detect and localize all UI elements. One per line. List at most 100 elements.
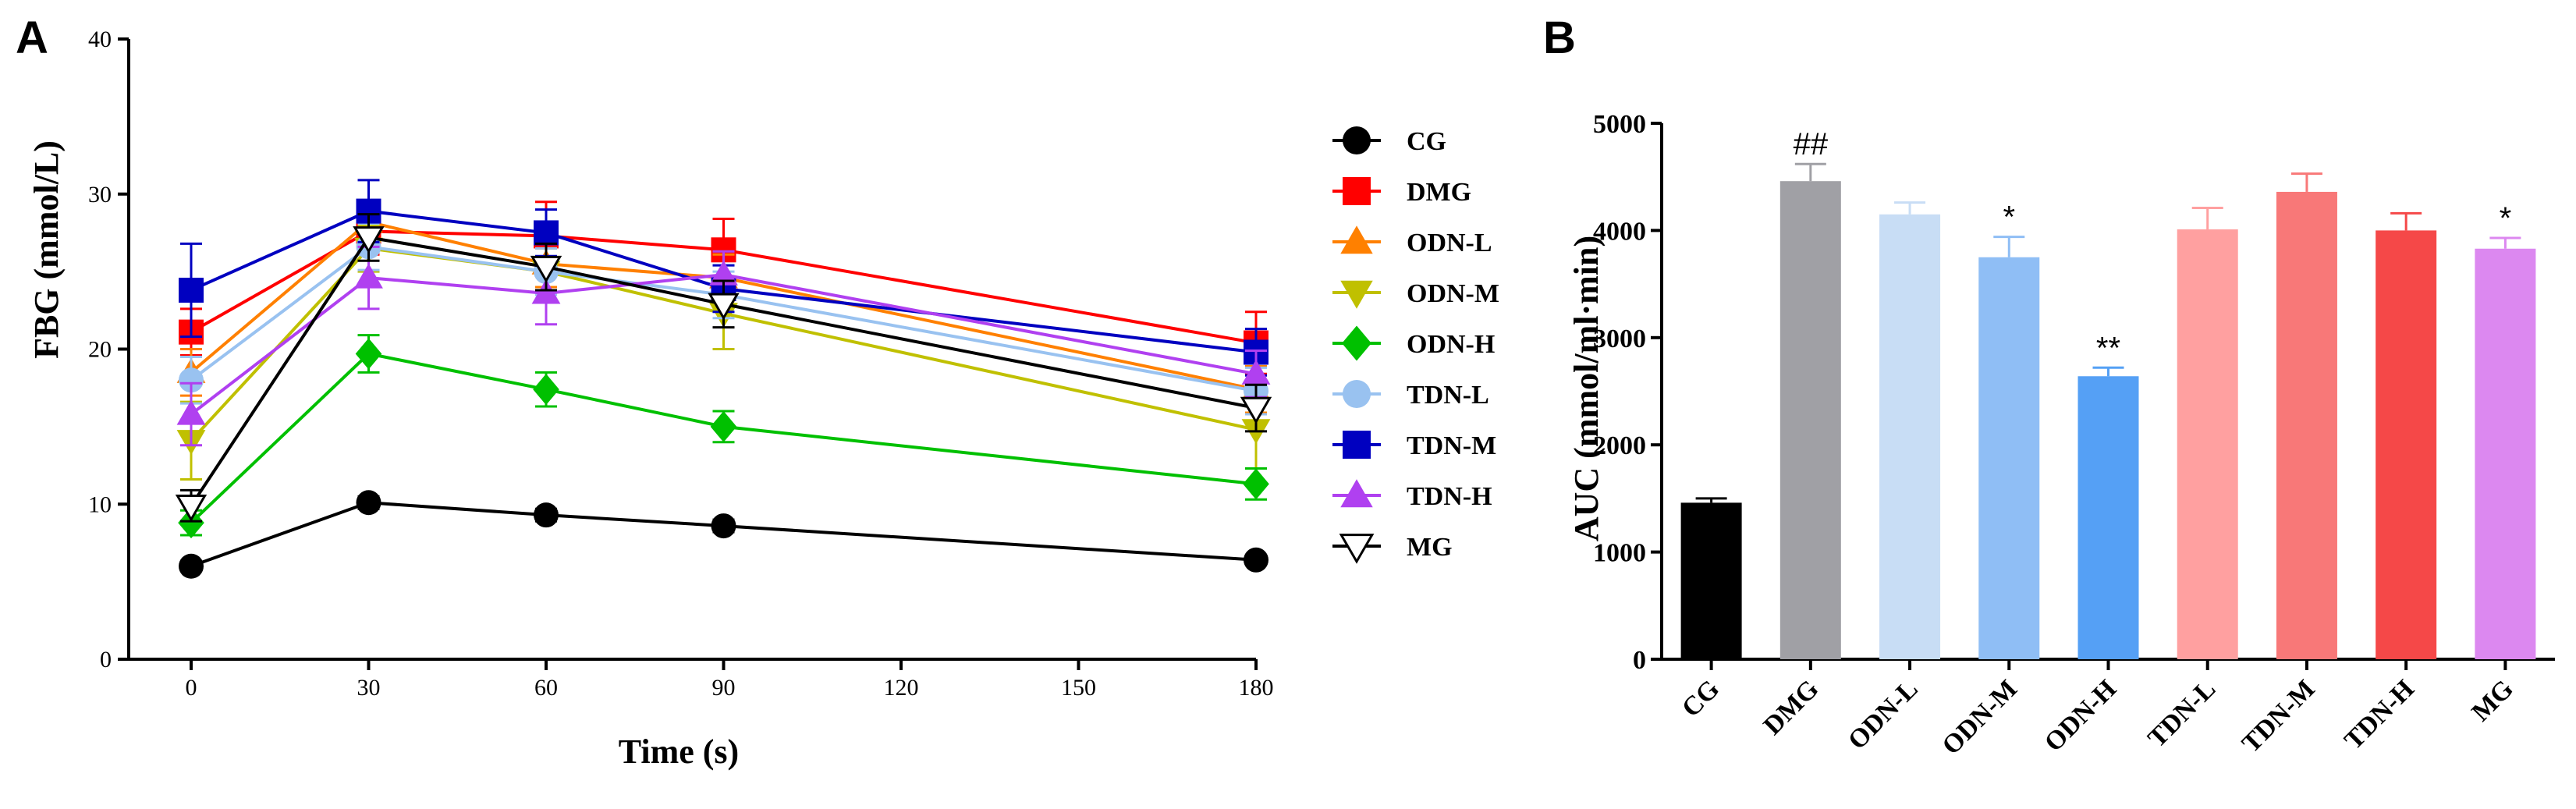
legend-item-tdn-m: TDN-M <box>1332 431 1496 460</box>
legend-label: TDN-L <box>1407 381 1489 410</box>
panel-a-x-tick-label: 30 <box>357 675 381 701</box>
data-point <box>354 263 383 289</box>
legend-marker <box>1340 225 1373 254</box>
panel-a-axes: 0 10 20 30 40 0 30 60 90 120 150 180 <box>88 27 1274 701</box>
panel-a-x-tick-label: 90 <box>712 675 736 701</box>
data-point <box>353 226 385 254</box>
significance-annotation: ## <box>1794 127 1829 161</box>
data-point <box>355 338 382 370</box>
panel-a-x-axis-title: Time (s) <box>619 733 739 771</box>
legend-label: CG <box>1407 127 1446 156</box>
bar-category-label: TDN-L <box>2142 674 2221 753</box>
panel-a-series-mg <box>175 213 1272 523</box>
panel-a-y-tick-label: 0 <box>100 647 112 672</box>
data-point <box>179 367 204 393</box>
panel-a-y-tick-label: 10 <box>88 491 112 517</box>
bar <box>1879 214 1941 659</box>
legend-label: MG <box>1407 533 1453 562</box>
panel-b-y-tick-label: 4000 <box>1593 217 1646 246</box>
legend-item-odn-m: ODN-M <box>1332 279 1499 309</box>
data-point <box>530 255 562 283</box>
data-point <box>534 220 559 246</box>
legend-marker <box>1340 479 1373 508</box>
data-point <box>356 490 381 516</box>
legend-label: TDN-H <box>1407 482 1492 511</box>
data-point <box>710 410 737 442</box>
bar-category-label: ODN-M <box>1937 674 2023 760</box>
bar-group-cg: CG <box>1677 497 1742 723</box>
significance-annotation: ** <box>2096 331 2120 365</box>
panel-b-y-tick-label: 0 <box>1633 646 1646 675</box>
bar-category-label: TDN-M <box>2237 674 2321 758</box>
legend-item-cg: CG <box>1332 126 1446 156</box>
bar-category-label: ODN-H <box>2039 674 2122 757</box>
data-point <box>711 513 736 539</box>
panel-b-y-tick-label: 1000 <box>1593 539 1646 568</box>
legend-item-odn-h: ODN-H <box>1332 325 1495 361</box>
legend-marker <box>1343 380 1371 408</box>
panel-b-y-axis-title: AUC (mmol/ml·min) <box>1567 236 1606 541</box>
data-point <box>708 293 740 321</box>
legend-label: TDN-M <box>1407 431 1496 460</box>
legend-marker <box>1343 431 1371 459</box>
data-point <box>1241 359 1271 385</box>
panel-a-series-cg <box>179 490 1268 579</box>
bar <box>2276 191 2337 659</box>
legend-marker <box>1339 534 1375 564</box>
legend-item-tdn-h: TDN-H <box>1332 479 1492 511</box>
legend-label: ODN-H <box>1407 330 1495 359</box>
panel-b-label: B <box>1543 12 1576 63</box>
panel-b-bars: CG DMG ## ODN-L ODN-M * ODN-H ** TDN-L TDN-M TDN-H… <box>1677 127 2536 761</box>
legend-item-dmg: DMG <box>1332 177 1471 207</box>
bar <box>1978 257 2040 659</box>
bar-group-tdn-m: TDN-M <box>2237 172 2337 758</box>
panel-b-y-tick-label: 5000 <box>1593 110 1646 139</box>
bar <box>1779 181 1841 660</box>
data-point <box>534 502 559 528</box>
bar <box>1680 502 1742 659</box>
legend-label: DMG <box>1407 178 1471 207</box>
bar-category-label: DMG <box>1758 674 1825 740</box>
panel-a-x-tick-label: 60 <box>534 675 558 701</box>
bar-group-odn-m: ODN-M * <box>1937 200 2040 761</box>
panel-b-bar-chart: 0 1000 2000 3000 4000 5000 CG DMG ## ODN-L ODN-M *… <box>1567 110 2555 761</box>
significance-annotation: * <box>2500 201 2512 236</box>
panel-a-x-tick-label: 120 <box>884 675 919 701</box>
bar <box>2376 230 2437 659</box>
data-point <box>178 507 204 539</box>
panel-a-line-chart: 0 10 20 30 40 0 30 60 90 120 150 180 CG DMG ODN-L ODN-… <box>27 27 1499 771</box>
data-point <box>533 374 559 406</box>
bar-group-odn-h: ODN-H ** <box>2039 331 2139 758</box>
panel-a-y-tick-label: 40 <box>88 27 112 52</box>
panel-a-y-tick-label: 20 <box>88 337 112 363</box>
legend-item-odn-l: ODN-L <box>1332 225 1492 257</box>
data-point <box>175 494 208 522</box>
data-point <box>531 279 561 304</box>
data-point <box>179 553 204 579</box>
panel-a-y-tick-label: 30 <box>88 182 112 208</box>
bar-group-dmg: DMG ## <box>1758 127 1841 740</box>
panel-a-series-odn-h <box>178 334 1269 539</box>
legend-marker <box>1342 325 1371 361</box>
legend-marker <box>1343 126 1371 154</box>
legend-item-tdn-l: TDN-L <box>1332 380 1489 410</box>
bar <box>2077 376 2139 659</box>
panel-a-series <box>175 179 1272 579</box>
bar-group-tdn-l: TDN-L <box>2142 207 2238 753</box>
data-point <box>179 277 204 303</box>
panel-a-x-tick-label: 150 <box>1061 675 1096 701</box>
data-point <box>176 399 206 425</box>
legend-item-mg: MG <box>1332 533 1453 564</box>
data-point <box>1243 468 1269 500</box>
bar-group-tdn-h: TDN-H <box>2339 211 2437 755</box>
legend-label: ODN-M <box>1407 279 1499 308</box>
bar-category-label: CG <box>1677 674 1725 722</box>
data-point <box>1240 396 1272 424</box>
bar-group-mg: MG * <box>2466 201 2536 727</box>
panel-b-y-tick-label: 3000 <box>1593 325 1646 353</box>
bar-category-label: MG <box>2466 674 2519 727</box>
legend-label: ODN-L <box>1407 229 1492 257</box>
panel-a-legend: CG DMG ODN-L ODN-M ODN-H TDN-L TDN-M TDN-H MG <box>1332 126 1499 564</box>
panel-a-x-tick-label: 180 <box>1239 675 1274 701</box>
